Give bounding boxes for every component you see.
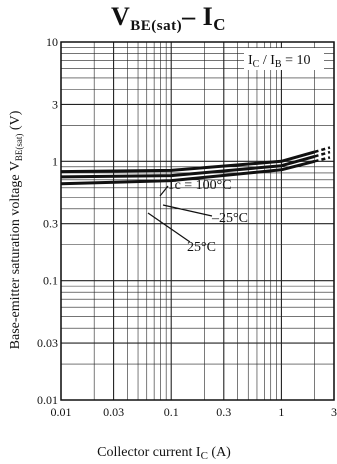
y-tick-labels: 0.01 0.03 0.1 0.3 1 3 10	[37, 35, 58, 407]
series-label-25c: 25°C	[187, 240, 216, 255]
chart-title: VBE(sat)– IC	[110, 2, 227, 34]
major-grid	[60, 41, 335, 401]
y-axis-label: Base-emitter saturation voltage VBE(sat)…	[8, 110, 24, 349]
series-lines	[60, 150, 316, 186]
series-line-25c	[60, 154, 316, 179]
leader-25c	[147, 212, 191, 243]
series-label-100c: Tc = 100°C	[167, 178, 232, 193]
condition-label: IC / IB = 10	[248, 53, 310, 70]
series-label-minus25c: –25°C	[211, 211, 248, 226]
x-tick-label: 0.03	[103, 405, 124, 419]
x-tick-label: 0.3	[216, 405, 231, 419]
y-tick-label: 0.1	[43, 274, 58, 288]
x-tick-labels: 0.01 0.03 0.1 0.3 1 3	[51, 405, 337, 419]
x-tick-label: 1	[278, 405, 284, 419]
extrapolated-dashes	[314, 146, 331, 163]
dashed-extension	[314, 146, 331, 154]
y-tick-label: 0.01	[37, 393, 58, 407]
y-tick-label: 0.3	[43, 217, 58, 231]
dashed-extension	[314, 156, 331, 163]
x-axis-label: Collector current IC (A)	[97, 445, 231, 462]
x-tick-label: 3	[331, 405, 337, 419]
series-line-100c	[60, 150, 316, 174]
label-leaders	[147, 185, 213, 243]
dashed-extension	[314, 150, 331, 158]
plot-frame	[60, 41, 335, 401]
y-tick-label: 1	[52, 154, 58, 168]
x-tick-label: 0.1	[164, 405, 179, 419]
leader-100c	[159, 185, 169, 197]
series-line-minus25c	[60, 159, 315, 186]
y-tick-label: 3	[52, 97, 58, 111]
leader-minus25c	[162, 204, 213, 217]
x-tick-label: 0.01	[51, 405, 72, 419]
y-tick-label: 10	[46, 35, 58, 49]
y-tick-label: 0.03	[37, 336, 58, 350]
minor-grid	[61, 42, 334, 400]
condition-box	[244, 48, 324, 70]
